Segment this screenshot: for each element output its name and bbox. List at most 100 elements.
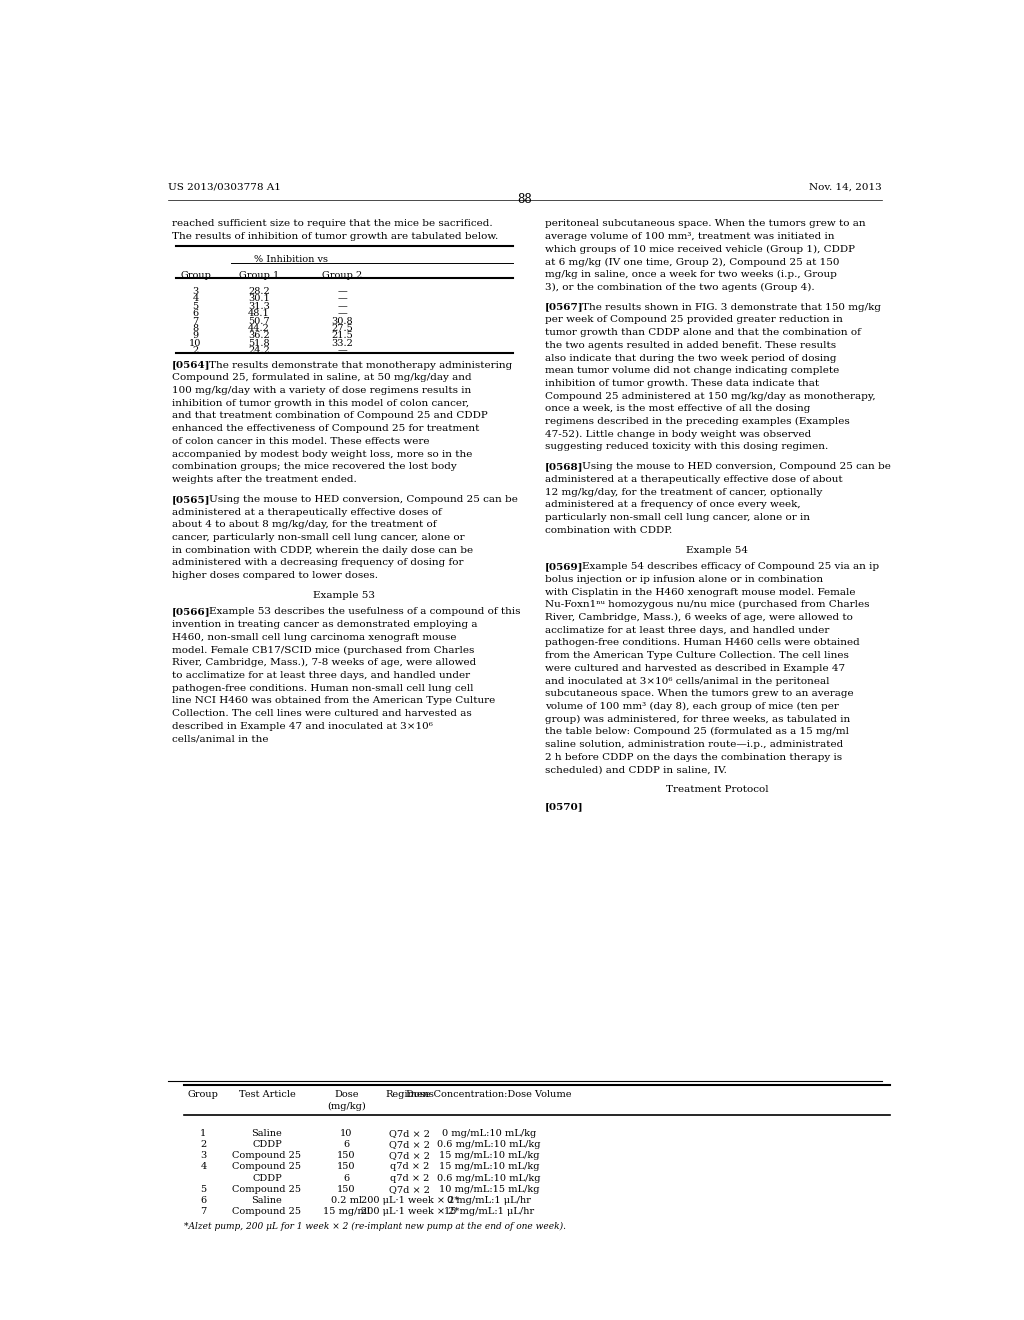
Text: 0 mg/mL:1 μL/hr: 0 mg/mL:1 μL/hr	[447, 1196, 531, 1205]
Text: 6: 6	[201, 1196, 207, 1205]
Text: the two agents resulted in added benefit. These results: the two agents resulted in added benefit…	[545, 341, 836, 350]
Text: regimens described in the preceding examples (Examples: regimens described in the preceding exam…	[545, 417, 849, 426]
Text: 5: 5	[201, 1185, 207, 1193]
Text: at 6 mg/kg (IV one time, Group 2), Compound 25 at 150: at 6 mg/kg (IV one time, Group 2), Compo…	[545, 257, 839, 267]
Text: 10 mg/mL:15 mL/kg: 10 mg/mL:15 mL/kg	[439, 1185, 540, 1193]
Text: higher doses compared to lower doses.: higher doses compared to lower doses.	[172, 572, 378, 579]
Text: line NCI H460 was obtained from the American Type Culture: line NCI H460 was obtained from the Amer…	[172, 697, 495, 705]
Text: Example 53: Example 53	[313, 591, 375, 599]
Text: Group: Group	[188, 1090, 219, 1100]
Text: CDDP: CDDP	[252, 1140, 282, 1150]
Text: Example 54: Example 54	[686, 545, 749, 554]
Text: H460, non-small cell lung carcinoma xenograft mouse: H460, non-small cell lung carcinoma xeno…	[172, 632, 456, 642]
Text: from the American Type Culture Collection. The cell lines: from the American Type Culture Collectio…	[545, 651, 849, 660]
Text: 4: 4	[201, 1163, 207, 1171]
Text: q7d × 2: q7d × 2	[390, 1173, 429, 1183]
Text: Compound 25, formulated in saline, at 50 mg/kg/day and: Compound 25, formulated in saline, at 50…	[172, 374, 471, 383]
Text: Q7d × 2: Q7d × 2	[389, 1140, 430, 1150]
Text: administered at a therapeutically effective dose of about: administered at a therapeutically effect…	[545, 475, 843, 484]
Text: model. Female CB17/SCID mice (purchased from Charles: model. Female CB17/SCID mice (purchased …	[172, 645, 474, 655]
Text: The results shown in FIG. 3 demonstrate that 150 mg/kg: The results shown in FIG. 3 demonstrate …	[582, 302, 881, 312]
Text: 7: 7	[201, 1208, 207, 1216]
Text: Q7d × 2: Q7d × 2	[389, 1151, 430, 1160]
Text: mean tumor volume did not change indicating complete: mean tumor volume did not change indicat…	[545, 366, 839, 375]
Text: Using the mouse to HED conversion, Compound 25 can be: Using the mouse to HED conversion, Compo…	[582, 462, 891, 471]
Text: % Inhibition vs: % Inhibition vs	[254, 255, 328, 264]
Text: 28.2: 28.2	[248, 288, 269, 296]
Text: Regimens: Regimens	[385, 1090, 434, 1100]
Text: Group: Group	[180, 271, 211, 280]
Text: 15 mg/mL:10 mL/kg: 15 mg/mL:10 mL/kg	[439, 1163, 540, 1171]
Text: 15 mg/ml: 15 mg/ml	[323, 1208, 370, 1216]
Text: cells/animal in the: cells/animal in the	[172, 734, 268, 743]
Text: 15 mg/mL:10 mL/kg: 15 mg/mL:10 mL/kg	[439, 1151, 540, 1160]
Text: q7d × 2: q7d × 2	[390, 1163, 429, 1171]
Text: volume of 100 mm³ (day 8), each group of mice (ten per: volume of 100 mm³ (day 8), each group of…	[545, 702, 839, 711]
Text: administered with a decreasing frequency of dosing for: administered with a decreasing frequency…	[172, 558, 463, 568]
Text: Compound 25: Compound 25	[232, 1163, 301, 1171]
Text: The results of inhibition of tumor growth are tabulated below.: The results of inhibition of tumor growt…	[172, 232, 498, 242]
Text: Nu-Foxn1ⁿᵘ homozygous nu/nu mice (purchased from Charles: Nu-Foxn1ⁿᵘ homozygous nu/nu mice (purcha…	[545, 601, 869, 610]
Text: combination groups; the mice recovered the lost body: combination groups; the mice recovered t…	[172, 462, 457, 471]
Text: 36.2: 36.2	[248, 331, 269, 341]
Text: combination with CDDP.: combination with CDDP.	[545, 525, 672, 535]
Text: 15 mg/mL:1 μL/hr: 15 mg/mL:1 μL/hr	[444, 1208, 535, 1216]
Text: reached sufficient size to require that the mice be sacrificed.: reached sufficient size to require that …	[172, 219, 493, 228]
Text: 4: 4	[193, 294, 199, 304]
Text: invention in treating cancer as demonstrated employing a: invention in treating cancer as demonstr…	[172, 620, 477, 630]
Text: Example 54 describes efficacy of Compound 25 via an ip: Example 54 describes efficacy of Compoun…	[582, 562, 879, 572]
Text: [0564]: [0564]	[172, 360, 210, 370]
Text: pathogen-free conditions. Human H460 cells were obtained: pathogen-free conditions. Human H460 cel…	[545, 639, 859, 647]
Text: 48.1: 48.1	[248, 309, 269, 318]
Text: average volume of 100 mm³, treatment was initiated in: average volume of 100 mm³, treatment was…	[545, 232, 835, 242]
Text: [0570]: [0570]	[545, 801, 584, 810]
Text: 7: 7	[193, 317, 199, 326]
Text: once a week, is the most effective of all the dosing: once a week, is the most effective of al…	[545, 404, 810, 413]
Text: 200 μL·1 week × 2*: 200 μL·1 week × 2*	[360, 1196, 459, 1205]
Text: Saline: Saline	[252, 1196, 283, 1205]
Text: about 4 to about 8 mg/kg/day, for the treatment of: about 4 to about 8 mg/kg/day, for the tr…	[172, 520, 436, 529]
Text: 0.6 mg/mL:10 mL/kg: 0.6 mg/mL:10 mL/kg	[437, 1140, 541, 1150]
Text: *Alzet pump, 200 μL for 1 week × 2 (re-implant new pump at the end of one week).: *Alzet pump, 200 μL for 1 week × 2 (re-i…	[183, 1222, 565, 1232]
Text: CDDP: CDDP	[252, 1173, 282, 1183]
Text: 150: 150	[337, 1163, 355, 1171]
Text: mg/kg in saline, once a week for two weeks (i.p., Group: mg/kg in saline, once a week for two wee…	[545, 271, 837, 280]
Text: Nov. 14, 2013: Nov. 14, 2013	[809, 182, 882, 191]
Text: Compound 25: Compound 25	[232, 1185, 301, 1193]
Text: —: —	[337, 302, 347, 310]
Text: 27.5: 27.5	[332, 323, 353, 333]
Text: acclimatize for at least three days, and handled under: acclimatize for at least three days, and…	[545, 626, 829, 635]
Text: The results demonstrate that monotherapy administering: The results demonstrate that monotherapy…	[209, 360, 512, 370]
Text: inhibition of tumor growth in this model of colon cancer,: inhibition of tumor growth in this model…	[172, 399, 469, 408]
Text: 9: 9	[193, 331, 199, 341]
Text: and that treatment combination of Compound 25 and CDDP: and that treatment combination of Compou…	[172, 412, 487, 421]
Text: 200 μL·1 week × 2*: 200 μL·1 week × 2*	[360, 1208, 459, 1216]
Text: Using the mouse to HED conversion, Compound 25 can be: Using the mouse to HED conversion, Compo…	[209, 495, 518, 504]
Text: 2: 2	[201, 1140, 207, 1150]
Text: accompanied by modest body weight loss, more so in the: accompanied by modest body weight loss, …	[172, 450, 472, 458]
Text: bolus injection or ip infusion alone or in combination: bolus injection or ip infusion alone or …	[545, 576, 822, 583]
Text: River, Cambridge, Mass.), 6 weeks of age, were allowed to: River, Cambridge, Mass.), 6 weeks of age…	[545, 612, 853, 622]
Text: (mg/kg): (mg/kg)	[327, 1102, 366, 1111]
Text: pathogen-free conditions. Human non-small cell lung cell: pathogen-free conditions. Human non-smal…	[172, 684, 473, 693]
Text: also indicate that during the two week period of dosing: also indicate that during the two week p…	[545, 354, 837, 363]
Text: [0569]: [0569]	[545, 562, 583, 572]
Text: 2: 2	[193, 346, 199, 355]
Text: Dose Concentration:Dose Volume: Dose Concentration:Dose Volume	[407, 1090, 571, 1100]
Text: Compound 25: Compound 25	[232, 1208, 301, 1216]
Text: 6: 6	[193, 309, 199, 318]
Text: 3: 3	[193, 288, 199, 296]
Text: Group 1: Group 1	[239, 271, 280, 280]
Text: 12 mg/kg/day, for the treatment of cancer, optionally: 12 mg/kg/day, for the treatment of cance…	[545, 487, 822, 496]
Text: 6: 6	[343, 1173, 349, 1183]
Text: to acclimatize for at least three days, and handled under: to acclimatize for at least three days, …	[172, 671, 470, 680]
Text: enhanced the effectiveness of Compound 25 for treatment: enhanced the effectiveness of Compound 2…	[172, 424, 479, 433]
Text: 44.2: 44.2	[248, 323, 270, 333]
Text: Group 2: Group 2	[323, 271, 362, 280]
Text: Collection. The cell lines were cultured and harvested as: Collection. The cell lines were cultured…	[172, 709, 471, 718]
Text: and inoculated at 3×10⁶ cells/animal in the peritoneal: and inoculated at 3×10⁶ cells/animal in …	[545, 677, 829, 685]
Text: with Cisplatin in the H460 xenograft mouse model. Female: with Cisplatin in the H460 xenograft mou…	[545, 587, 855, 597]
Text: US 2013/0303778 A1: US 2013/0303778 A1	[168, 182, 281, 191]
Text: Compound 25 administered at 150 mg/kg/day as monotherapy,: Compound 25 administered at 150 mg/kg/da…	[545, 392, 876, 401]
Text: —: —	[337, 288, 347, 296]
